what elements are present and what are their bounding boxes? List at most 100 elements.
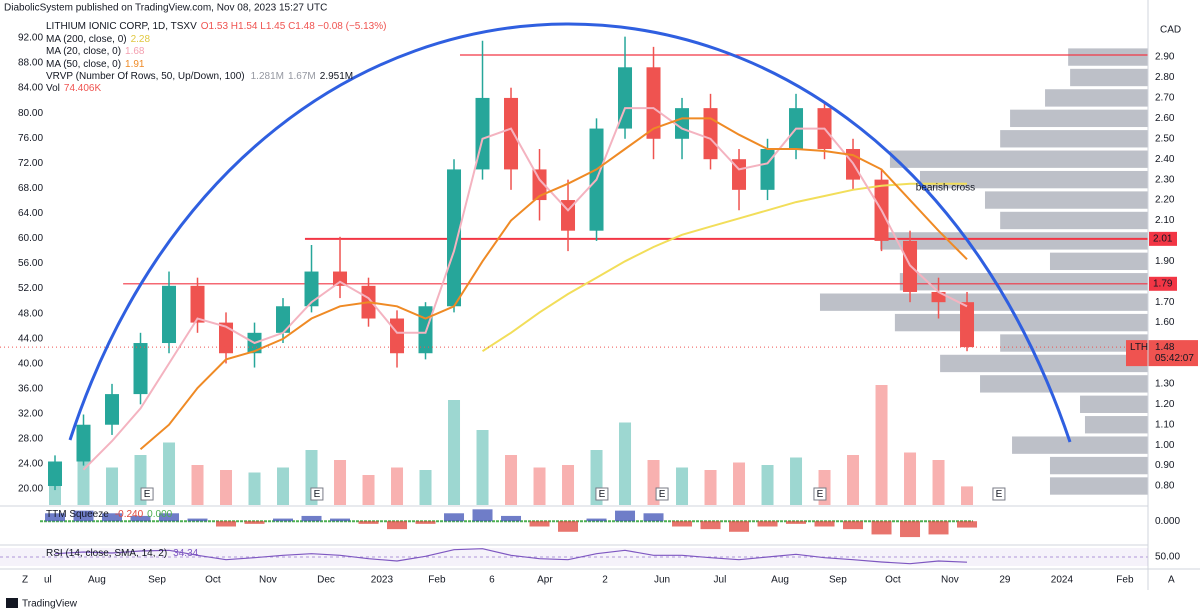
- vrvp-name: VRVP (Number Of Rows, 50, Up/Down, 100): [46, 71, 245, 82]
- ma-line: [481, 182, 967, 353]
- ma-legend: MA (20, close, 0) 1.68: [46, 46, 145, 57]
- x-tick-label: Oct: [205, 575, 221, 586]
- volume-bar: [932, 460, 945, 505]
- candle-body: [931, 291, 946, 303]
- squeeze-bar: [187, 518, 208, 522]
- earnings-marker: [813, 487, 827, 501]
- price-layer: [0, 36, 1148, 565]
- earnings-marker: [992, 487, 1006, 501]
- rsi-name: RSI (14, close, SMA, 14, 2): [46, 548, 167, 559]
- vrvp-row: [1049, 456, 1148, 475]
- squeeze-bar: [814, 521, 835, 527]
- candle-body: [162, 285, 177, 344]
- ma-name: MA (200, close, 0): [46, 34, 127, 45]
- y-tick-label: 2.60: [1155, 113, 1175, 124]
- y-tick-label: 2.10: [1155, 215, 1175, 226]
- volume-bar: [277, 467, 290, 505]
- level-label-bg: [1149, 231, 1177, 246]
- volume-bar: [163, 442, 176, 505]
- y2-tick-label: 64.00: [18, 208, 43, 219]
- squeeze-bar: [757, 521, 778, 527]
- y2-tick-label: 24.00: [18, 459, 43, 470]
- candle-body: [105, 394, 120, 425]
- y2-tick-label: 88.00: [18, 58, 43, 69]
- x-tick-label: Aug: [771, 575, 789, 586]
- x-tick-label: Sep: [829, 575, 847, 586]
- volume-bar: [334, 460, 347, 505]
- vrvp-row: [980, 375, 1148, 393]
- vol-name: Vol: [46, 83, 60, 94]
- candle-body: [447, 169, 462, 307]
- symbol-title: LITHIUM IONIC CORP, 1D, TSXV: [46, 21, 197, 32]
- vol-value: 74.406K: [64, 83, 102, 94]
- vrvp-row: [1010, 109, 1148, 128]
- ttm-name: TTM Squeeze: [46, 509, 109, 520]
- earnings-label: E: [996, 489, 1003, 500]
- vrvp-row: [1045, 89, 1148, 107]
- y2-tick-label: 68.00: [18, 183, 43, 194]
- last-price-label: 1.48: [1155, 342, 1175, 353]
- earnings-label: E: [599, 489, 606, 500]
- volume-bar: [248, 472, 261, 505]
- candle-body: [333, 271, 348, 286]
- y2-tick-label: 84.00: [18, 83, 43, 94]
- y-tick-label: 2.20: [1155, 195, 1175, 206]
- vrvp-row: [899, 273, 1148, 291]
- toolbar-icon[interactable]: Z: [22, 575, 28, 586]
- vol-legend: Vol 74.406K: [46, 83, 101, 94]
- y-tick-label: 2.30: [1155, 174, 1175, 185]
- y2-tick-label: 72.00: [18, 158, 43, 169]
- vrvp-stat: 2.951M: [320, 71, 353, 82]
- vrvp-stat: 1.67M: [288, 71, 316, 82]
- squeeze-bar: [529, 521, 550, 527]
- x-tick-label: 6: [489, 575, 495, 586]
- squeeze-bar: [871, 521, 892, 535]
- rsi-legend: RSI (14, close, SMA, 14, 2) 34.34: [46, 548, 199, 559]
- ma-name: MA (20, close, 0): [46, 46, 121, 57]
- volume-bar: [790, 457, 803, 505]
- squeeze-bar: [130, 515, 151, 522]
- squeeze-bar: [729, 521, 750, 532]
- ma-legend: MA (50, close, 0) 1.91: [46, 59, 145, 70]
- ma-value: 2.28: [131, 34, 151, 45]
- ma-value: 1.68: [125, 46, 145, 57]
- squeeze-bar: [700, 521, 721, 530]
- candle-body: [532, 169, 547, 201]
- candle-body: [760, 148, 775, 190]
- vrvp-row: [1068, 48, 1148, 66]
- y-tick-label: 2.50: [1155, 133, 1175, 144]
- squeeze-bar: [415, 521, 436, 524]
- squeeze-bar: [786, 521, 807, 524]
- x-tick-label: 29: [999, 575, 1011, 586]
- x-tick-label: Aug: [88, 575, 106, 586]
- candle-body: [133, 343, 148, 395]
- y-tick-label: 0.000: [1155, 516, 1180, 527]
- toolbar-icon[interactable]: A: [1168, 575, 1175, 586]
- squeeze-bar: [586, 518, 607, 522]
- y2-tick-label: 36.00: [18, 383, 43, 394]
- volume-bar: [419, 470, 432, 505]
- y-tick-label: 1.90: [1155, 256, 1175, 267]
- squeeze-bar: [957, 521, 978, 528]
- vrvp-row: [1049, 252, 1148, 271]
- volume-bar: [220, 470, 233, 505]
- volume-bar: [619, 422, 632, 505]
- volume-bar: [847, 455, 860, 505]
- ttm-zero: 0.000: [147, 509, 172, 520]
- vrvp-row: [984, 191, 1148, 209]
- volume-bar: [904, 452, 917, 505]
- volume-bar: [391, 467, 404, 505]
- y2-tick-label: 28.00: [18, 434, 43, 445]
- ohlc: O1.53 H1.54 L1.45 C1.48 −0.08 (−5.13%): [201, 21, 387, 32]
- y2-tick-label: 44.00: [18, 333, 43, 344]
- y-tick-label: 1.70: [1155, 297, 1175, 308]
- y2-tick-label: 80.00: [18, 108, 43, 119]
- volume-bar: [875, 385, 888, 505]
- y-tick-label: 2.90: [1155, 52, 1175, 63]
- vrvp-row: [919, 170, 1148, 189]
- volume-bar: [733, 462, 746, 505]
- rsi-line: [54, 548, 968, 565]
- x-tick-label: Nov: [941, 575, 959, 586]
- x-tick-label: ul: [44, 575, 52, 586]
